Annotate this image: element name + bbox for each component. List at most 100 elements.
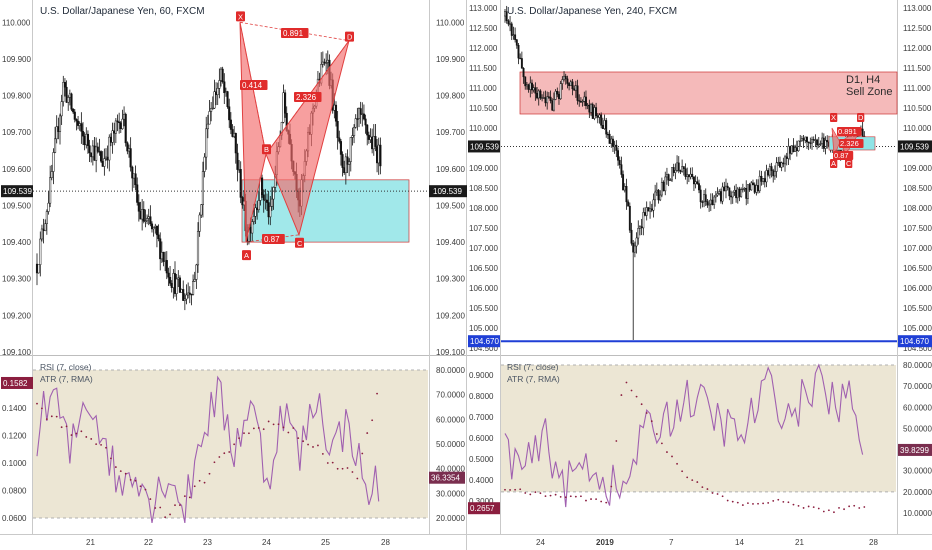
candle-body bbox=[672, 167, 675, 173]
candle-body bbox=[90, 152, 93, 158]
left-atr-axis-ticks: 0.1400 0.1200 0.1000 0.0800 0.0600 bbox=[2, 404, 27, 523]
candle-body bbox=[608, 133, 611, 144]
candle-body bbox=[326, 59, 329, 63]
candle-body bbox=[529, 82, 532, 90]
candle-body bbox=[177, 277, 180, 280]
candle-body bbox=[547, 96, 550, 98]
rsi-tick-label: 30.0000 bbox=[903, 467, 932, 476]
candle-body bbox=[821, 137, 824, 144]
time-tick-label: 24 bbox=[262, 538, 271, 547]
atr-dot bbox=[75, 432, 78, 435]
ratio-xab-tag bbox=[240, 80, 268, 90]
atr-dot bbox=[635, 395, 638, 398]
candle-body bbox=[129, 148, 132, 168]
candle-body bbox=[81, 131, 85, 137]
atr-dot bbox=[213, 461, 216, 464]
time-tick-label: 22 bbox=[144, 538, 153, 547]
mini-point-a bbox=[830, 159, 838, 168]
atr-dot bbox=[625, 381, 628, 384]
mini-triangle-xab bbox=[831, 127, 841, 157]
candle-body bbox=[819, 143, 822, 145]
candle-body bbox=[520, 58, 523, 69]
mini-ratio-bcd-text: 2.326 bbox=[840, 139, 859, 148]
atr-dot bbox=[70, 434, 73, 436]
candle-body bbox=[782, 162, 785, 165]
candle-body bbox=[109, 136, 112, 143]
candle-body bbox=[736, 188, 739, 199]
candle-body bbox=[221, 68, 224, 83]
candle-body bbox=[114, 120, 117, 134]
atr-dot bbox=[95, 443, 98, 446]
rsi-tick-label: 20.0000 bbox=[903, 488, 932, 497]
price-badge-label: 109.539 bbox=[3, 187, 32, 196]
left-price-panel[interactable] bbox=[0, 0, 466, 356]
candle-body bbox=[265, 199, 269, 203]
atr-dot bbox=[554, 493, 557, 496]
candle-body bbox=[40, 228, 43, 240]
atr-dot bbox=[307, 443, 309, 446]
left-panel-title: U.S. Dollar/Japanese Yen, 60, FXCM bbox=[40, 6, 205, 17]
atr-dot bbox=[50, 415, 53, 418]
atr-dot bbox=[356, 477, 359, 480]
mini-point-x bbox=[830, 113, 838, 122]
pattern-point-label: A bbox=[244, 251, 249, 260]
rsi-tick-label: 60.0000 bbox=[903, 403, 932, 412]
candle-body bbox=[537, 90, 540, 99]
sell-zone-label-2: Sell Zone bbox=[846, 86, 892, 98]
atr-dot bbox=[238, 437, 240, 440]
price-tick-label: 105.500 bbox=[903, 304, 932, 313]
price-tick-label: 109.300 bbox=[2, 275, 31, 284]
candle-body bbox=[556, 90, 559, 95]
atr-dot bbox=[549, 494, 552, 497]
atr-dot bbox=[351, 471, 354, 473]
price-tick-label: 109.000 bbox=[903, 164, 932, 173]
candle-body bbox=[215, 91, 218, 95]
candle-body bbox=[679, 170, 682, 172]
price-tick-label: 110.000 bbox=[2, 18, 31, 27]
candle-body bbox=[718, 191, 721, 194]
candle-body bbox=[254, 207, 257, 217]
candle-body bbox=[549, 96, 552, 101]
candle-body bbox=[162, 252, 165, 262]
atr-dot bbox=[863, 506, 866, 508]
atr-dot bbox=[630, 389, 633, 392]
atr-dot bbox=[762, 502, 764, 505]
candle-body bbox=[730, 195, 732, 198]
candle-body bbox=[272, 187, 275, 200]
candle-body bbox=[600, 114, 603, 126]
right-price-badge-right: 109.539 bbox=[898, 140, 932, 153]
candle-body bbox=[195, 264, 198, 280]
candle-body bbox=[765, 170, 768, 183]
candle-body bbox=[65, 86, 68, 103]
atr-dot bbox=[45, 418, 48, 421]
left-time-axis-ticks: 21 22 23 24 25 28 bbox=[86, 538, 390, 547]
candle-body bbox=[75, 119, 78, 122]
candle-body bbox=[343, 167, 346, 174]
candle-body bbox=[649, 208, 652, 212]
atr-tick-label: 0.0600 bbox=[2, 514, 27, 523]
right-price-panel[interactable] bbox=[467, 0, 932, 356]
candle-body bbox=[100, 151, 103, 162]
candle-body bbox=[68, 93, 71, 98]
rsi-badge bbox=[429, 471, 465, 484]
price-tick-label: 109.800 bbox=[2, 92, 31, 101]
atr-dot bbox=[302, 440, 305, 443]
left-price-badge-left: 109.539 bbox=[1, 185, 33, 198]
candle-body bbox=[711, 199, 714, 206]
candle-body bbox=[77, 120, 80, 126]
candle-body bbox=[183, 298, 186, 301]
sell-zone-box bbox=[519, 71, 898, 115]
candle-body bbox=[218, 80, 221, 89]
candle-body bbox=[321, 61, 324, 65]
candle-body bbox=[797, 140, 800, 152]
candle-body bbox=[524, 76, 527, 87]
candle-body bbox=[684, 168, 687, 177]
atr-dot bbox=[105, 446, 107, 449]
atr-dot bbox=[600, 500, 603, 503]
price-tick-label: 108.000 bbox=[469, 204, 498, 213]
candle-body bbox=[261, 177, 264, 195]
rsi-tick-label: 50.0000 bbox=[436, 440, 465, 449]
price-tick-label: 106.000 bbox=[903, 284, 932, 293]
candle-body bbox=[612, 138, 614, 148]
candle-body bbox=[696, 181, 699, 184]
